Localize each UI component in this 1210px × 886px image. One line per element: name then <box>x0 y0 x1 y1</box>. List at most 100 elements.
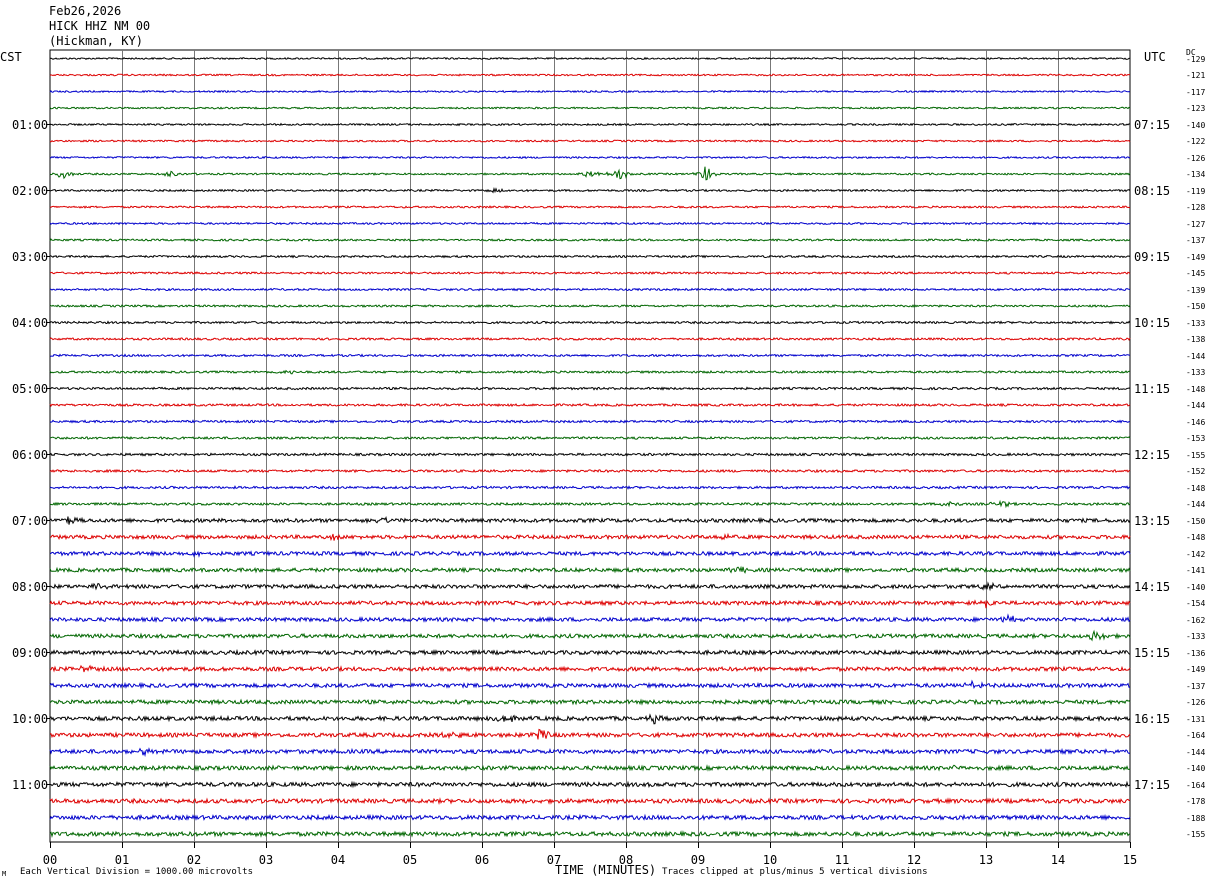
dc-offset-label: -178 <box>1186 797 1206 806</box>
trace-line <box>49 830 1131 838</box>
trace-line <box>49 238 1131 242</box>
dc-offset-label: -144 <box>1186 747 1206 757</box>
x-tick-label: 04 <box>330 853 346 867</box>
trace-line <box>49 565 1131 574</box>
trace-line <box>49 73 1131 77</box>
trace-line <box>49 532 1131 542</box>
dc-offset-label: -155 <box>1186 830 1206 839</box>
dc-column-header: DC <box>1186 48 1196 57</box>
trace-line <box>49 56 1131 61</box>
trace-line <box>49 485 1131 490</box>
dc-offset-label: -149 <box>1186 665 1206 674</box>
dc-offset-label: -126 <box>1186 153 1206 163</box>
trace-line <box>49 613 1131 624</box>
utc-time-label: 09:15 <box>1134 249 1171 264</box>
utc-time-label: 16:15 <box>1134 711 1171 726</box>
dc-offset-label: -140 <box>1186 120 1206 130</box>
cst-time-label: 05:00 <box>12 381 49 396</box>
trace-line <box>49 271 1131 275</box>
trace-line <box>49 287 1131 292</box>
trace-line <box>49 402 1131 408</box>
trace-line <box>49 353 1131 358</box>
x-tick-label: 11 <box>834 853 850 867</box>
cst-time-label: 10:00 <box>12 711 49 726</box>
dc-offset-label: -129 <box>1186 54 1206 64</box>
x-tick-label: 13 <box>978 853 994 867</box>
utc-time-label: 11:15 <box>1134 381 1171 396</box>
x-tick-label: 02 <box>186 853 202 867</box>
dc-offset-label: -122 <box>1186 137 1206 146</box>
dc-offset-label: -148 <box>1186 533 1206 542</box>
trace-line <box>49 764 1131 772</box>
dc-offset-label: -139 <box>1186 285 1206 295</box>
trace-line <box>49 499 1131 509</box>
trace-line <box>49 106 1131 110</box>
trace-line <box>50 728 1131 740</box>
cst-time-label: 09:00 <box>12 645 49 660</box>
header-station: HICK HHZ NM 00 <box>49 19 151 33</box>
trace-line <box>49 89 1131 94</box>
cst-time-label: 07:00 <box>12 513 49 528</box>
utc-time-label: 14:15 <box>1134 579 1171 594</box>
x-tick-label: 10 <box>762 853 778 867</box>
trace-line <box>49 435 1131 441</box>
trace-line <box>49 221 1131 226</box>
dc-offset-label: -140 <box>1186 764 1206 773</box>
trace-line <box>49 599 1131 609</box>
left-timezone-label: CST <box>0 50 22 64</box>
dc-offset-label: -128 <box>1186 203 1206 212</box>
dc-offset-label: -150 <box>1186 302 1206 311</box>
trace-line <box>49 186 1131 194</box>
trace-line <box>49 139 1131 143</box>
footer-mark: M <box>2 870 7 878</box>
x-tick-label: 08 <box>618 853 634 867</box>
x-tick-label: 06 <box>474 853 490 867</box>
trace-line <box>49 648 1131 657</box>
trace-line <box>49 155 1131 160</box>
dc-offset-label: -164 <box>1186 780 1206 790</box>
dc-offset-label: -138 <box>1186 335 1206 344</box>
dc-offset-label: -133 <box>1186 368 1206 377</box>
cst-time-label: 11:00 <box>12 777 49 792</box>
dc-offset-label: -144 <box>1186 351 1206 361</box>
trace-line <box>49 205 1131 209</box>
trace-line <box>49 386 1131 391</box>
trace-line <box>49 166 1131 181</box>
trace-line <box>49 419 1130 424</box>
right-timezone-label: UTC <box>1144 50 1166 64</box>
trace-line <box>49 698 1131 706</box>
cst-time-label: 08:00 <box>12 579 49 594</box>
utc-time-label: 10:15 <box>1134 315 1171 330</box>
x-tick-label: 01 <box>114 853 130 867</box>
trace-line <box>49 369 1131 375</box>
dc-offset-label: -150 <box>1186 516 1206 526</box>
dc-offset-label: -140 <box>1186 582 1206 592</box>
trace-line <box>50 581 1131 592</box>
dc-offset-label: -144 <box>1186 401 1206 410</box>
trace-line <box>49 550 1131 558</box>
x-tick-label: 03 <box>258 853 274 867</box>
trace-line <box>49 304 1131 308</box>
header-date: Feb26,2026 <box>49 4 122 18</box>
dc-offset-label: -148 <box>1186 384 1206 394</box>
x-tick-label: 14 <box>1050 853 1066 867</box>
dc-offset-label: -136 <box>1186 648 1206 658</box>
dc-offset-label: -154 <box>1186 599 1206 608</box>
trace-line <box>49 468 1131 474</box>
dc-offset-label: -144 <box>1186 500 1206 509</box>
utc-time-label: 13:15 <box>1134 513 1171 528</box>
dc-offset-label: -188 <box>1186 813 1206 823</box>
cst-time-label: 06:00 <box>12 447 49 462</box>
trace-line <box>49 452 1131 457</box>
dc-offset-label: -145 <box>1186 269 1206 278</box>
dc-offset-label: -148 <box>1186 483 1206 493</box>
dc-offset-label: -162 <box>1186 615 1206 625</box>
utc-time-label: 12:15 <box>1134 447 1171 462</box>
trace-line <box>49 122 1131 127</box>
trace-line <box>49 320 1131 325</box>
dc-offset-label: -133 <box>1186 318 1206 328</box>
dc-offset-label: -152 <box>1186 467 1206 476</box>
dc-offset-label: -121 <box>1186 71 1206 80</box>
x-tick-label: 00 <box>42 853 58 867</box>
dc-offset-label: -123 <box>1186 104 1206 113</box>
